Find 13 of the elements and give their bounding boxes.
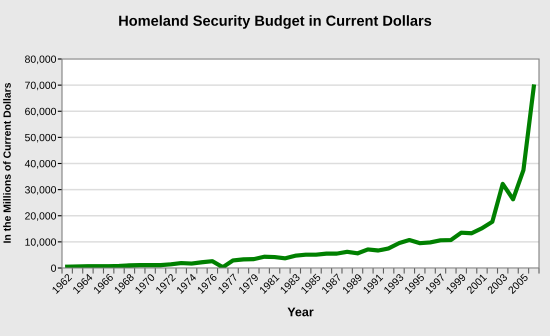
y-tick-label: 40,000 (24, 160, 56, 169)
y-tick-label: 80,000 (25, 56, 56, 64)
y-tick-label: 70,000 (25, 82, 56, 90)
y-tick-label: 10,000 (25, 238, 56, 247)
line-series (65, 84, 536, 268)
y-tick-label: 30,000 (24, 186, 56, 195)
chart-title: Homeland Security Budget in Current Dollars (119, 15, 432, 29)
y-tick-label: 0 (51, 264, 56, 272)
y-axis-title: In the Millions of Current Dollars (3, 82, 11, 243)
y-tick-label: 50,000 (25, 134, 56, 142)
y-tick-label: 60,000 (25, 108, 56, 116)
y-tick-label: 20,000 (25, 212, 56, 221)
x-axis-title: Year (288, 308, 314, 316)
